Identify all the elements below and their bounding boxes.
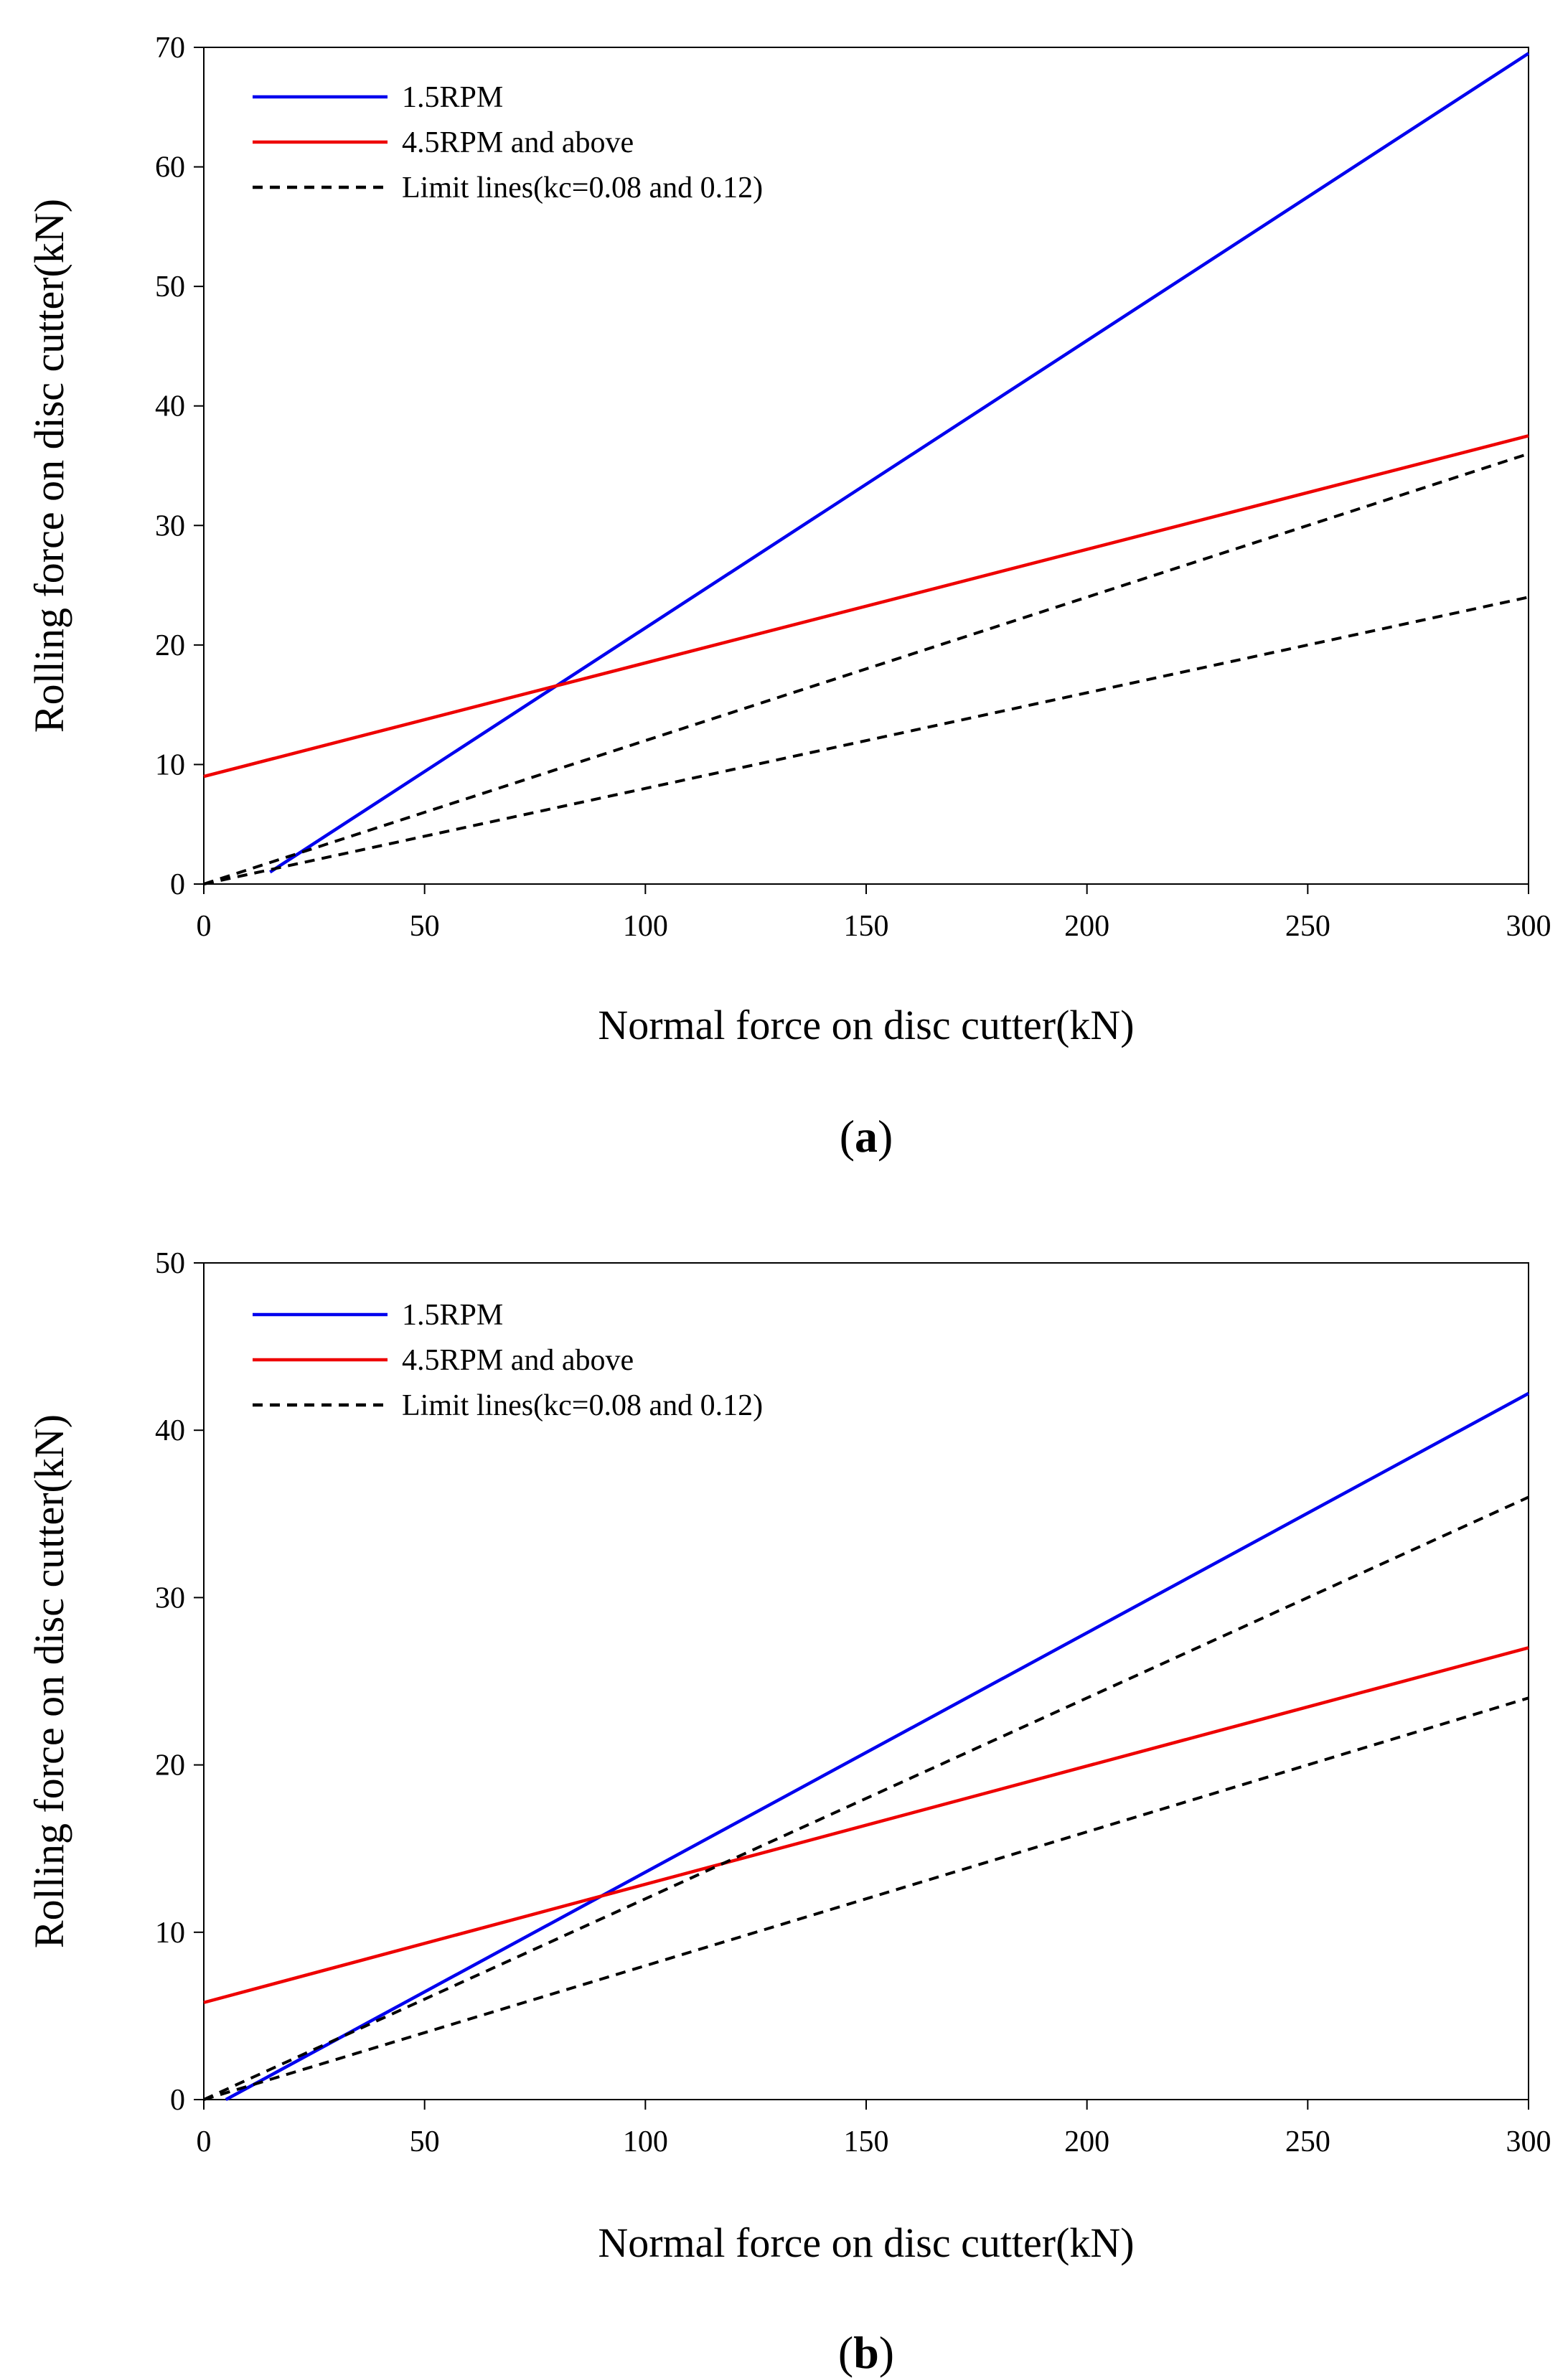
x-axis-title: Normal force on disc cutter(kN) bbox=[598, 1002, 1134, 1048]
y-tick-label: 70 bbox=[155, 32, 185, 65]
y-tick-label: 30 bbox=[155, 1582, 185, 1615]
y-tick-label: 50 bbox=[155, 1247, 185, 1280]
x-tick-label: 100 bbox=[623, 2125, 668, 2158]
y-tick-label: 40 bbox=[155, 390, 185, 423]
y-axis-title: Rolling force on disc cutter(kN) bbox=[26, 1414, 72, 1948]
series-line-3 bbox=[203, 1495, 1529, 2101]
y-tick-label: 10 bbox=[155, 1917, 185, 1950]
x-tick-label: 300 bbox=[1506, 2125, 1551, 2158]
panel-label: (a) bbox=[840, 1111, 893, 1162]
chart-panel-a: 0 50 100 150 200 250 300 0 10 20 30 40 50 60 70 Normal … bbox=[26, 32, 1551, 1162]
x-tick-label: 100 bbox=[623, 910, 668, 943]
x-tick-label: 150 bbox=[844, 2125, 889, 2158]
series-line-3 bbox=[203, 452, 1529, 885]
x-tick-label: 200 bbox=[1064, 2125, 1109, 2158]
y-tick-label: 20 bbox=[155, 1749, 185, 1782]
x-tick-label: 0 bbox=[197, 910, 212, 943]
series-line-1 bbox=[225, 1391, 1530, 2101]
x-tick-label: 50 bbox=[410, 2125, 440, 2158]
legend-entry: Limit lines(kc=0.08 and 0.12) bbox=[402, 1389, 763, 1422]
x-axis-title: Normal force on disc cutter(kN) bbox=[598, 2219, 1134, 2266]
legend-entry: 1.5RPM bbox=[402, 81, 503, 114]
y-tick-label: 30 bbox=[155, 509, 185, 542]
y-tick-label: 40 bbox=[155, 1414, 185, 1447]
x-tick-label: 300 bbox=[1506, 910, 1551, 943]
series-line-4 bbox=[203, 596, 1529, 885]
plot-frame bbox=[203, 1262, 1529, 2100]
series-line-2 bbox=[203, 1646, 1529, 2004]
legend-entry: 4.5RPM and above bbox=[402, 1344, 634, 1377]
chart-panel-b: 0 50 100 150 200 250 300 0 10 20 30 40 50 Normal forc… bbox=[26, 1247, 1551, 2378]
x-tick-label: 150 bbox=[844, 910, 889, 943]
y-tick-label: 50 bbox=[155, 271, 185, 304]
series-line-4 bbox=[203, 1696, 1529, 2101]
series-line-2 bbox=[203, 434, 1529, 779]
series-line-1 bbox=[269, 52, 1530, 874]
legend-entry: 1.5RPM bbox=[402, 1299, 503, 1332]
x-tick-label: 250 bbox=[1285, 910, 1330, 943]
y-tick-label: 0 bbox=[170, 868, 185, 901]
legend-entry: 4.5RPM and above bbox=[402, 126, 634, 159]
panel-label: (b) bbox=[838, 2327, 894, 2378]
y-tick-label: 0 bbox=[170, 2084, 185, 2117]
x-tick-label: 250 bbox=[1285, 2125, 1330, 2158]
y-axis-title: Rolling force on disc cutter(kN) bbox=[26, 199, 72, 733]
x-tick-label: 0 bbox=[197, 2125, 212, 2158]
x-tick-label: 200 bbox=[1064, 910, 1109, 943]
x-tick-label: 50 bbox=[410, 910, 440, 943]
y-tick-label: 10 bbox=[155, 748, 185, 781]
y-tick-label: 60 bbox=[155, 151, 185, 184]
y-tick-label: 20 bbox=[155, 629, 185, 662]
legend-entry: Limit lines(kc=0.08 and 0.12) bbox=[402, 171, 763, 205]
